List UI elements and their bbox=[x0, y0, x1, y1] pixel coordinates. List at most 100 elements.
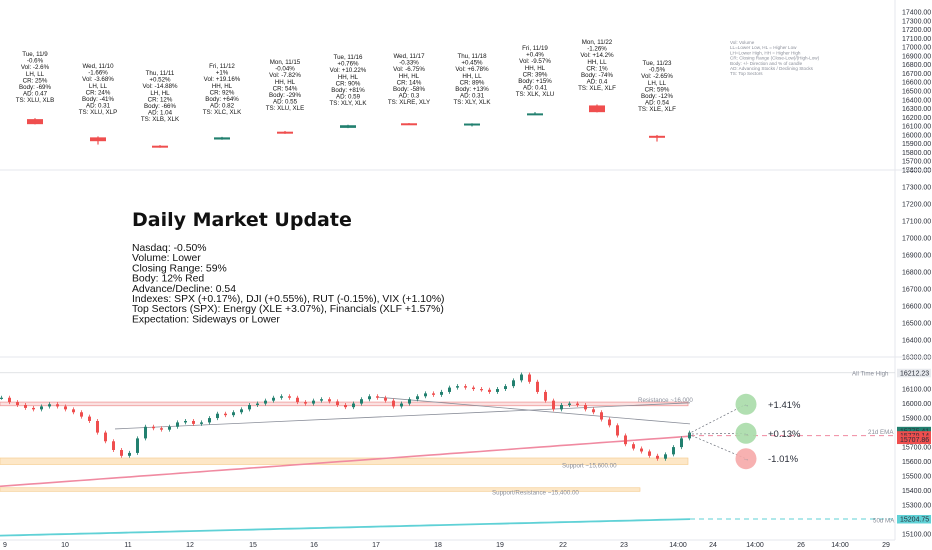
card-line: Tue, 11/16 bbox=[334, 54, 363, 61]
intraday-bar bbox=[336, 401, 339, 405]
intraday-bar bbox=[8, 397, 11, 403]
projection-path bbox=[687, 433, 747, 460]
price-tag-text: 15707.86 bbox=[900, 437, 929, 444]
card-line: +0.76% bbox=[337, 61, 359, 68]
card-line: Body: -41% bbox=[82, 96, 114, 103]
intraday-bar bbox=[536, 381, 539, 392]
intraday-bar bbox=[400, 403, 403, 407]
x-axis-tick-label: 23 bbox=[620, 542, 628, 549]
card-line: AD: 0.41 bbox=[523, 85, 548, 92]
x-axis-tick-label: 29 bbox=[882, 542, 890, 549]
card-line: CR: 25% bbox=[23, 77, 48, 84]
intraday-bar bbox=[64, 406, 67, 410]
top-axis-tick-label: 16700.00 bbox=[902, 71, 931, 78]
card-line: LH, LL bbox=[89, 83, 108, 90]
projection-arrow-icon: → bbox=[743, 456, 749, 463]
card-line: TS: XLU, XLE bbox=[266, 105, 305, 112]
projection-circle bbox=[735, 448, 757, 470]
middle-axis-tick-label: 16800.00 bbox=[902, 270, 931, 277]
intraday-bar bbox=[520, 374, 523, 381]
card-candle-body bbox=[152, 145, 168, 148]
intraday-bar bbox=[624, 435, 627, 445]
projection-circle bbox=[735, 422, 757, 444]
card-candle-body bbox=[277, 131, 293, 134]
card-line: -1.26% bbox=[587, 46, 607, 53]
top-axis-tick-label: 17300.00 bbox=[902, 18, 931, 25]
projection-label: -1.01% bbox=[768, 454, 799, 465]
intraday-bar bbox=[0, 397, 3, 399]
intraday-bar bbox=[392, 400, 395, 407]
card-candle-body bbox=[214, 137, 230, 140]
legend-line: Vol: Volume bbox=[730, 40, 755, 45]
legend-line: TS: Top Sectors bbox=[730, 71, 763, 76]
card-line: TS: XLK, XLU bbox=[516, 91, 555, 98]
card-line: AD: 0.54 bbox=[645, 100, 670, 107]
intraday-bar bbox=[216, 413, 219, 419]
x-axis-tick-label: 16 bbox=[310, 542, 318, 549]
card-line: Vol: +10.22% bbox=[330, 67, 367, 74]
card-line: Mon, 11/15 bbox=[270, 59, 301, 66]
x-axis-tick-label: 14:00 bbox=[746, 542, 764, 549]
card-line: TS: XLY, XLK bbox=[330, 100, 368, 107]
card-line: HH, LL bbox=[587, 59, 607, 66]
top-axis-tick-label: 16800.00 bbox=[902, 62, 931, 69]
intraday-bar bbox=[32, 407, 35, 410]
intraday-bar bbox=[192, 420, 195, 424]
card-candle-body bbox=[27, 119, 43, 125]
intraday-bar bbox=[160, 428, 163, 430]
card-line: CR: 92% bbox=[210, 89, 235, 96]
x-axis-tick-label: 18 bbox=[434, 542, 442, 549]
x-axis-tick-label: 15 bbox=[249, 542, 257, 549]
card-line: AD: 0.59 bbox=[336, 94, 361, 101]
intraday-bar bbox=[304, 402, 307, 404]
intraday-bar bbox=[224, 413, 227, 416]
intraday-bar bbox=[144, 426, 147, 439]
card-line: Body: +15% bbox=[518, 78, 552, 85]
intraday-bar bbox=[640, 448, 643, 452]
legend-line: LH=Lower High, HH = Higher High bbox=[730, 50, 801, 55]
top-axis-tick-label: 17400.00 bbox=[902, 10, 931, 17]
card-line: AD: 0.31 bbox=[86, 103, 111, 110]
intraday-bar bbox=[672, 447, 675, 455]
x-axis-tick-label: 14:00 bbox=[669, 542, 687, 549]
intraday-bar bbox=[608, 419, 611, 426]
lower-axis-tick-label: 15300.00 bbox=[902, 503, 931, 510]
card-line: AD: 0.47 bbox=[23, 91, 48, 98]
card-line: HH, HL bbox=[525, 65, 546, 72]
intraday-bar bbox=[248, 405, 251, 410]
card-line: Body: +81% bbox=[331, 87, 365, 94]
intraday-bar bbox=[240, 409, 243, 413]
intraday-bar bbox=[256, 403, 259, 405]
card-candle-body bbox=[589, 105, 605, 113]
card-line: AD: 0.3 bbox=[399, 93, 420, 100]
card-line: Body: -58% bbox=[393, 86, 425, 93]
lower-axis-tick-label: 15500.00 bbox=[902, 474, 931, 481]
falling-trendline bbox=[375, 396, 691, 425]
card-line: Tue, 11/9 bbox=[22, 51, 48, 58]
card-line: Body: -29% bbox=[269, 92, 301, 99]
intraday-bar bbox=[552, 400, 555, 410]
intraday-bars bbox=[0, 372, 691, 461]
middle-axis-tick-label: 17000.00 bbox=[902, 236, 931, 243]
card-line: AD: 0.4 bbox=[587, 79, 608, 86]
card-line: Fri, 11/19 bbox=[522, 45, 548, 52]
price-tag bbox=[897, 368, 931, 378]
middle-price-axis: 17400.00 17300.00 17200.00 17100.00 17000.00… bbox=[902, 168, 931, 362]
intraday-bar bbox=[576, 403, 579, 405]
card-candle-body bbox=[401, 123, 417, 126]
intraday-bar bbox=[584, 405, 587, 410]
legend-line: Body: +/- Direction and % of candle bbox=[730, 61, 803, 66]
card-line: AD: 0.55 bbox=[273, 99, 298, 106]
ma50-label: 50d MA bbox=[873, 518, 895, 525]
card-line: -0.6% bbox=[27, 58, 44, 65]
intraday-bar bbox=[480, 389, 483, 391]
card-line: TS: XLB, XLK bbox=[141, 116, 180, 123]
x-axis-tick-label: 10 bbox=[61, 542, 69, 549]
intraday-bar bbox=[328, 399, 331, 402]
intraday-bar bbox=[424, 393, 427, 397]
middle-axis-tick-label: 16700.00 bbox=[902, 287, 931, 294]
card-line: HH, HL bbox=[275, 79, 296, 86]
card-line: +1% bbox=[216, 70, 229, 77]
